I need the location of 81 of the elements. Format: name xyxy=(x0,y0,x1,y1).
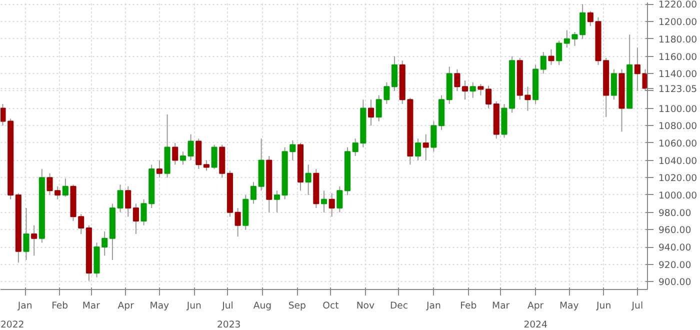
candlestick xyxy=(384,82,390,104)
candlestick xyxy=(305,164,312,196)
y-tick-label: 1060.00 xyxy=(658,138,698,150)
candlestick xyxy=(196,138,202,170)
candlestick xyxy=(188,134,194,161)
candlestick xyxy=(125,186,132,218)
y-tick-label: 980.00 xyxy=(658,208,692,219)
candlestick xyxy=(422,134,429,161)
x-tick-label: Jul xyxy=(221,300,234,312)
candlestick xyxy=(156,160,162,178)
x2-tick-label: 2024 xyxy=(524,320,548,330)
y-tick-label: 940.00 xyxy=(658,242,692,254)
candlestick xyxy=(31,224,38,256)
candlestick xyxy=(23,207,30,261)
y-tick-label: 1220.00 xyxy=(658,0,698,11)
x-tick-label: Oct xyxy=(322,300,340,312)
y-tick-label: 1180.00 xyxy=(658,34,698,46)
y-tick-label: 1200.00 xyxy=(658,17,698,28)
candlestick xyxy=(392,56,398,92)
x-tick-label: Jun xyxy=(596,300,612,312)
candlestick xyxy=(274,190,280,213)
candlestick xyxy=(234,207,241,238)
candlestick xyxy=(211,144,218,170)
candlestick xyxy=(78,214,84,235)
candlestick xyxy=(102,230,108,256)
candlestick xyxy=(376,94,382,122)
y-tick-label: 1000.00 xyxy=(658,190,698,202)
candlestick xyxy=(368,99,374,126)
x-tick-label: May xyxy=(150,300,170,312)
candlestick xyxy=(46,172,53,196)
y-tick-label: 1123.05 xyxy=(658,84,698,95)
y-tick-label: 1100.00 xyxy=(658,104,698,115)
x-tick-label: Jun xyxy=(186,300,202,312)
x2-tick-label: 2023 xyxy=(216,320,241,330)
y-tick-label: 960.00 xyxy=(658,225,692,236)
x-tick-label: Mar xyxy=(82,300,100,312)
candlestick xyxy=(250,181,256,204)
y-tick-label: 1140.00 xyxy=(658,69,698,80)
candlestick xyxy=(548,48,554,66)
x-tick-label: Jan xyxy=(16,300,32,312)
x-tick-label: Feb xyxy=(460,300,477,312)
candlestick xyxy=(328,192,335,218)
candlestick xyxy=(352,138,358,156)
y-tick-label: 1020.00 xyxy=(658,173,698,184)
candlestick xyxy=(132,203,139,235)
candlestick xyxy=(486,85,492,109)
candlestick xyxy=(610,68,617,100)
candlestick xyxy=(478,84,484,96)
x-tick-label: Nov xyxy=(356,300,375,312)
candlestick xyxy=(454,68,460,92)
x-tick-label: Mar xyxy=(492,300,510,312)
candlestick xyxy=(462,80,468,100)
x2-tick-label: 2022 xyxy=(0,320,24,330)
x-tick-label: Apr xyxy=(118,300,134,312)
x-tick-label: Feb xyxy=(52,300,68,312)
y-tick-label: 1080.00 xyxy=(658,121,698,132)
x-tick-label: Apr xyxy=(527,300,544,312)
y-tick-label: 920.00 xyxy=(658,260,692,271)
candlestick xyxy=(172,142,178,166)
candlestick xyxy=(470,82,476,98)
candlestick xyxy=(117,184,124,213)
candlestick xyxy=(290,140,296,161)
candlestick xyxy=(336,186,343,213)
candlestick xyxy=(54,186,61,200)
y-tick-label: 1040.00 xyxy=(658,156,698,167)
candlestick xyxy=(540,51,546,74)
y-tick-label: 1160.00 xyxy=(658,52,698,63)
x-tick-label: May xyxy=(560,300,580,312)
y-tick-label: 900.00 xyxy=(658,277,692,288)
candlestick xyxy=(180,151,186,166)
candlestick xyxy=(203,160,210,172)
x-tick-label: Jan xyxy=(426,300,441,312)
candlestick xyxy=(415,138,422,161)
candlestick xyxy=(556,40,562,66)
x-tick-label: Aug xyxy=(253,300,272,312)
candlestick xyxy=(320,190,328,213)
x-tick-label: Dec xyxy=(390,300,408,312)
candlestick xyxy=(430,120,437,152)
candlestick xyxy=(62,178,68,198)
x-tick-label: Sep xyxy=(288,300,306,312)
x-tick-label: Jul xyxy=(630,300,644,312)
